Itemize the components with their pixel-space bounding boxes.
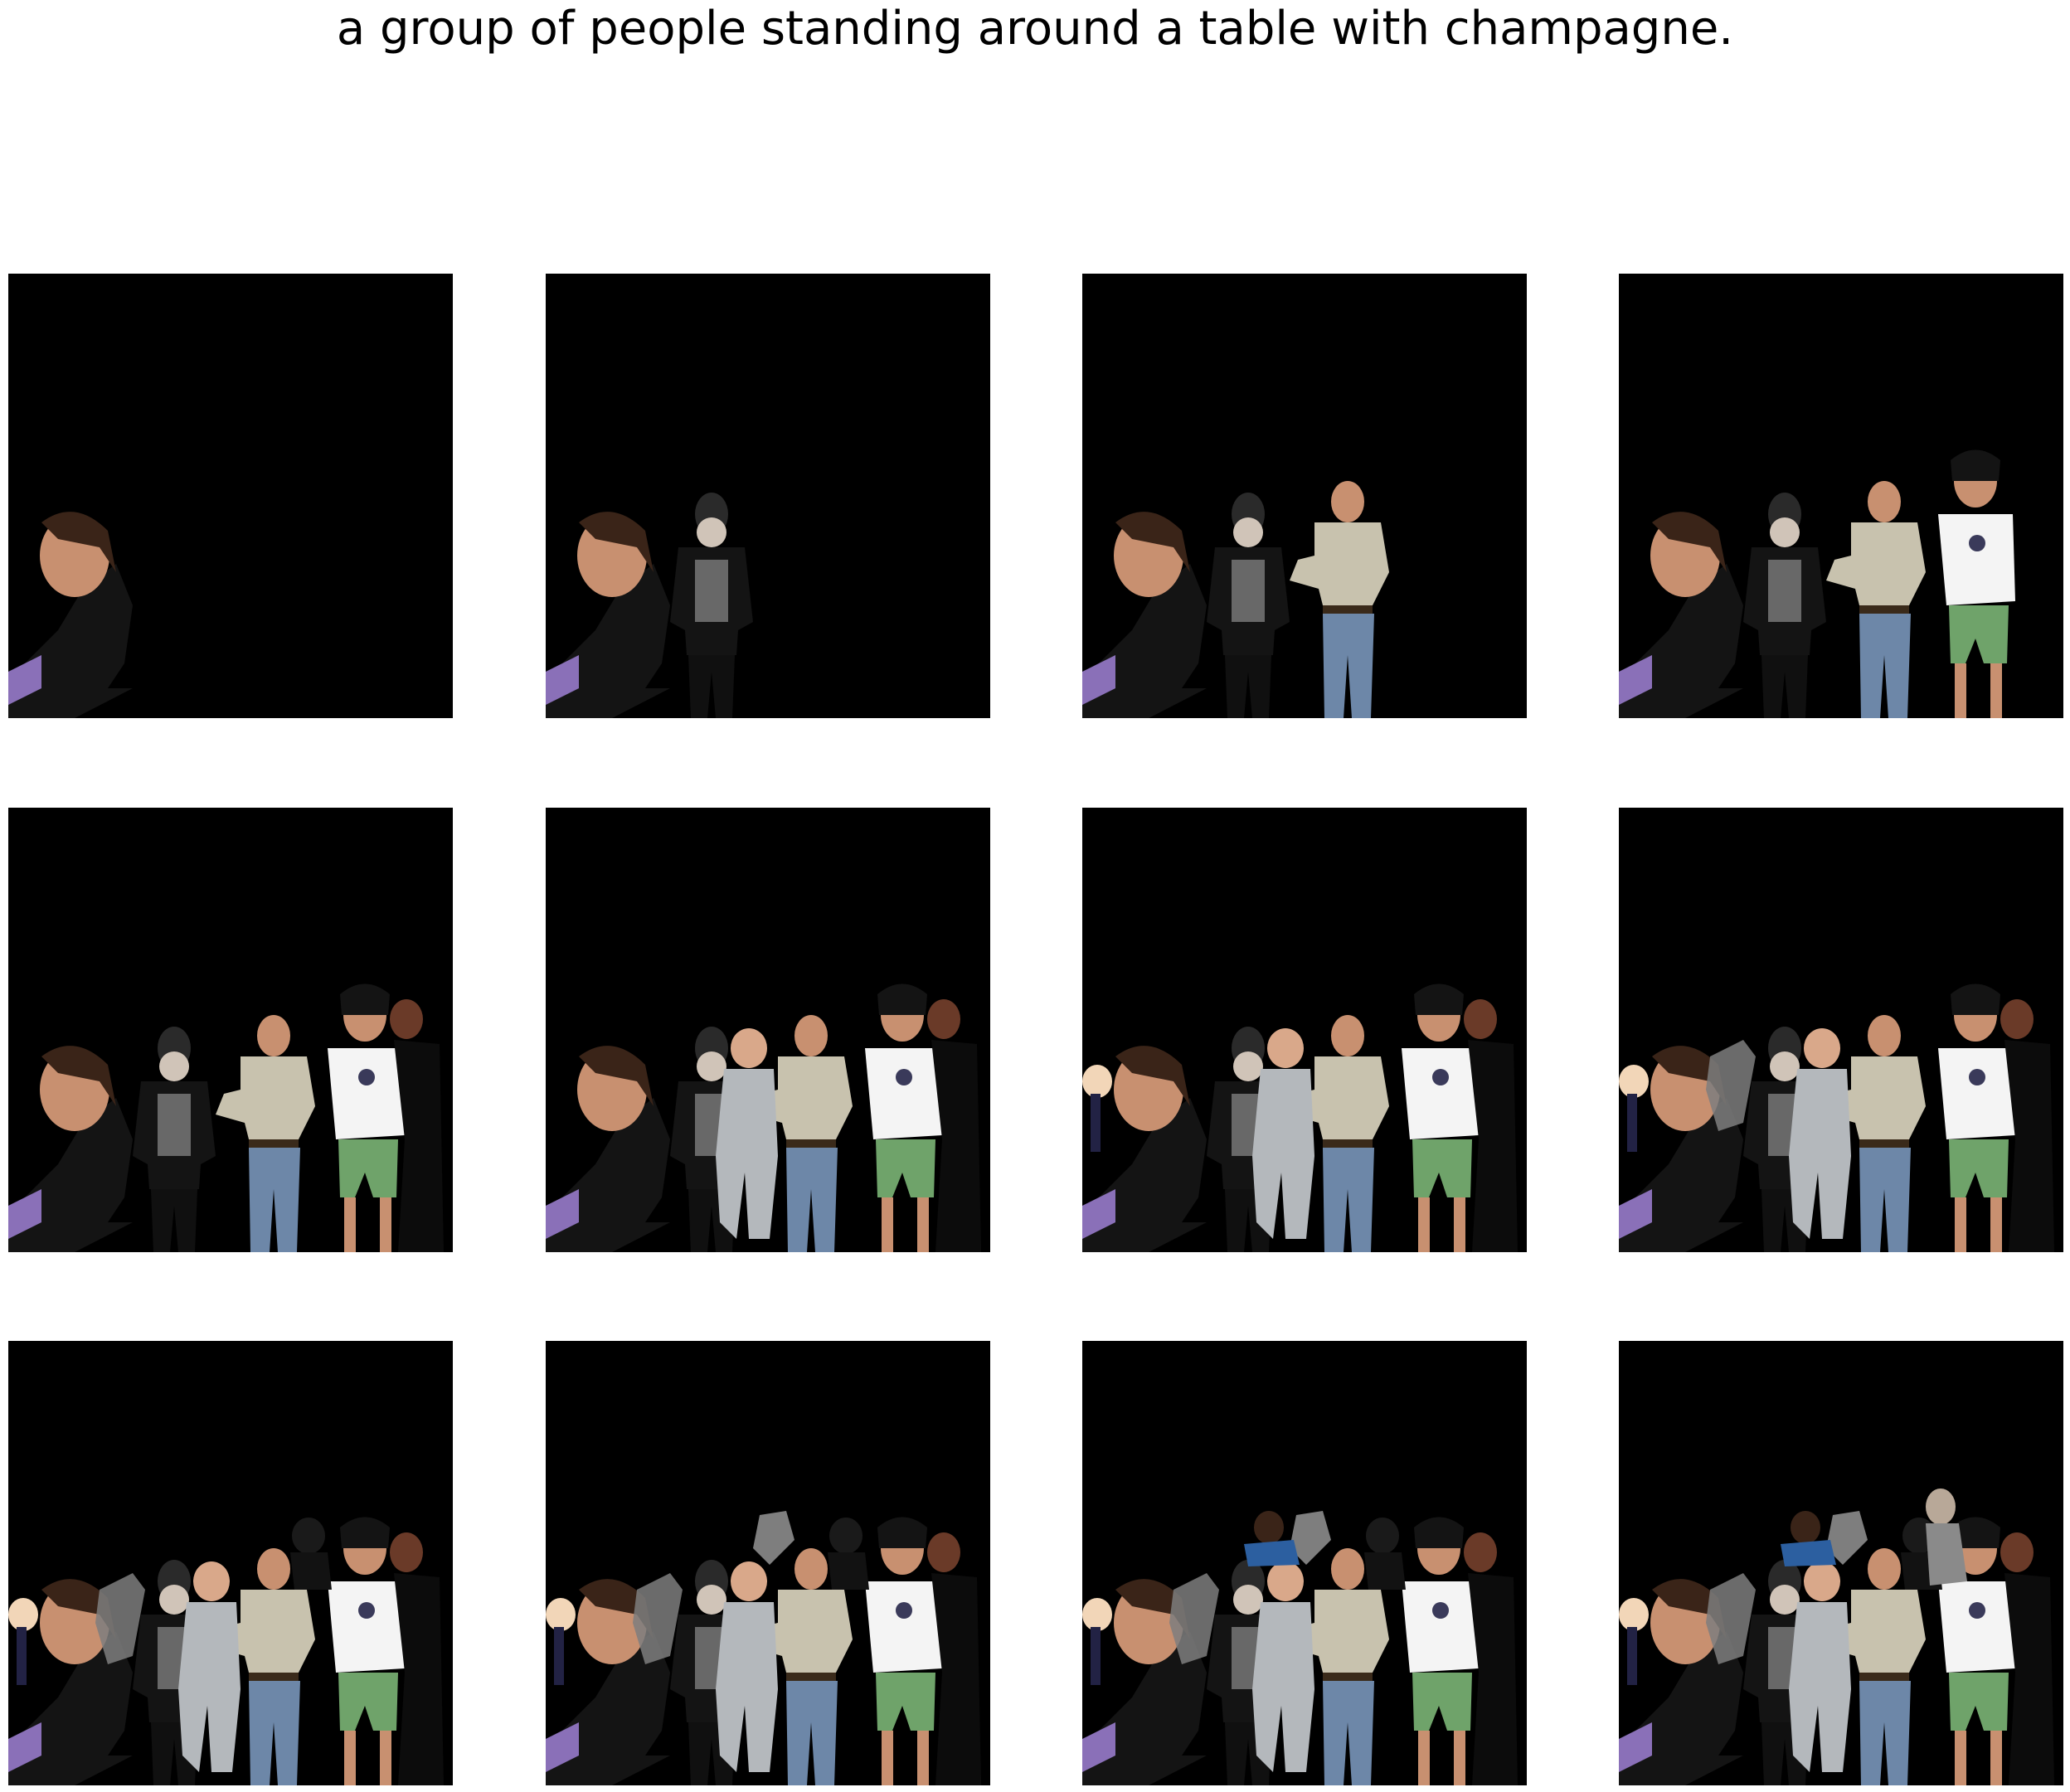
- person-figure-1: [8, 512, 133, 718]
- person-figure-1: [1082, 1579, 1207, 1785]
- person-figure-1: [1082, 1046, 1207, 1252]
- person-figure-2: [1207, 493, 1290, 718]
- person-figure-3: [216, 1548, 315, 1785]
- panel-3: [1082, 274, 1527, 718]
- person-figure-4: [1402, 983, 1479, 1252]
- person-figure-3: [1826, 1015, 1926, 1252]
- panel-2-image: [546, 274, 990, 718]
- person-figure-10: [1826, 1511, 1868, 1565]
- panel-12: [1619, 1341, 2063, 1785]
- person-figure-2: [1743, 493, 1826, 718]
- person-figure-1: [8, 1579, 133, 1785]
- person-figure-7: [1619, 1598, 1649, 1685]
- person-figure-12: [1926, 1488, 1967, 1586]
- person-figure-4: [1938, 449, 2015, 718]
- person-figure-6: [716, 1028, 778, 1239]
- person-figure-6: [1252, 1028, 1314, 1239]
- person-figure-3: [1826, 481, 1926, 718]
- panel-7: [1082, 808, 1527, 1252]
- person-figure-5: [927, 1532, 981, 1785]
- person-figure-7: [546, 1598, 576, 1685]
- person-figure-8: [1169, 1573, 1219, 1664]
- person-figure-3: [1290, 1548, 1389, 1785]
- panel-12-image: [1619, 1341, 2063, 1785]
- person-figure-3: [753, 1015, 853, 1252]
- panel-8-image: [1619, 808, 2063, 1252]
- person-figure-1: [546, 512, 670, 718]
- person-figure-9: [1364, 1518, 1406, 1590]
- panel-5-image: [8, 808, 453, 1252]
- panel-9: [8, 1341, 453, 1785]
- panel-2: [546, 274, 990, 718]
- person-figure-9: [828, 1518, 869, 1590]
- panel-1: [8, 274, 453, 718]
- person-figure-8: [1706, 1040, 1756, 1131]
- person-figure-2: [670, 493, 753, 718]
- person-figure-1: [1619, 512, 1743, 718]
- person-figure-5: [2000, 1532, 2054, 1785]
- panel-5: [8, 808, 453, 1252]
- person-figure-3: [216, 1015, 315, 1252]
- figure-caption: a group of people standing around a tabl…: [336, 2, 1734, 56]
- person-figure-5: [927, 999, 981, 1252]
- person-figure-1: [8, 1046, 133, 1252]
- person-figure-5: [2000, 999, 2054, 1252]
- person-figure-10: [753, 1511, 794, 1565]
- person-figure-11: [1781, 1511, 1836, 1566]
- person-figure-1: [1619, 1579, 1743, 1785]
- person-figure-11: [1244, 1511, 1300, 1566]
- person-figure-4: [1938, 1517, 2015, 1785]
- panel-9-image: [8, 1341, 453, 1785]
- panel-4-image: [1619, 274, 2063, 718]
- person-figure-3: [1826, 1548, 1926, 1785]
- person-figure-8: [95, 1573, 145, 1664]
- person-figure-3: [1290, 1015, 1389, 1252]
- person-figure-8: [633, 1573, 683, 1664]
- person-figure-7: [8, 1598, 38, 1685]
- panel-11: [1082, 1341, 1527, 1785]
- person-figure-3: [1290, 481, 1389, 718]
- panel-4: [1619, 274, 2063, 718]
- person-figure-5: [390, 999, 444, 1252]
- panel-6-image: [546, 808, 990, 1252]
- panel-11-image: [1082, 1341, 1527, 1785]
- panel-10: [546, 1341, 990, 1785]
- person-figure-1: [546, 1046, 670, 1252]
- person-figure-8: [1706, 1573, 1756, 1664]
- person-figure-4: [328, 983, 405, 1252]
- person-figure-10: [1290, 1511, 1331, 1565]
- person-figure-5: [1464, 1532, 1518, 1785]
- panel-6: [546, 808, 990, 1252]
- panel-7-image: [1082, 808, 1527, 1252]
- person-figure-1: [1082, 512, 1207, 718]
- panel-3-image: [1082, 274, 1527, 718]
- person-figure-6: [178, 1561, 241, 1772]
- person-figure-3: [753, 1548, 853, 1785]
- person-figure-5: [390, 1532, 444, 1785]
- person-figure-7: [1082, 1065, 1112, 1152]
- person-figure-7: [1082, 1598, 1112, 1685]
- person-figure-9: [290, 1518, 332, 1590]
- person-figure-2: [133, 1027, 216, 1252]
- panel-8: [1619, 808, 2063, 1252]
- person-figure-6: [1252, 1561, 1314, 1772]
- panel-1-image: [8, 274, 453, 718]
- person-figure-7: [1619, 1065, 1649, 1152]
- person-figure-4: [865, 983, 942, 1252]
- person-figure-1: [1619, 1046, 1743, 1252]
- person-figure-6: [1789, 1028, 1851, 1239]
- person-figure-5: [1464, 999, 1518, 1252]
- panel-10-image: [546, 1341, 990, 1785]
- person-figure-4: [328, 1517, 405, 1785]
- person-figure-4: [1402, 1517, 1479, 1785]
- person-figure-1: [546, 1579, 670, 1785]
- person-figure-4: [865, 1517, 942, 1785]
- person-figure-6: [716, 1561, 778, 1772]
- person-figure-4: [1938, 983, 2015, 1252]
- person-figure-6: [1789, 1561, 1851, 1772]
